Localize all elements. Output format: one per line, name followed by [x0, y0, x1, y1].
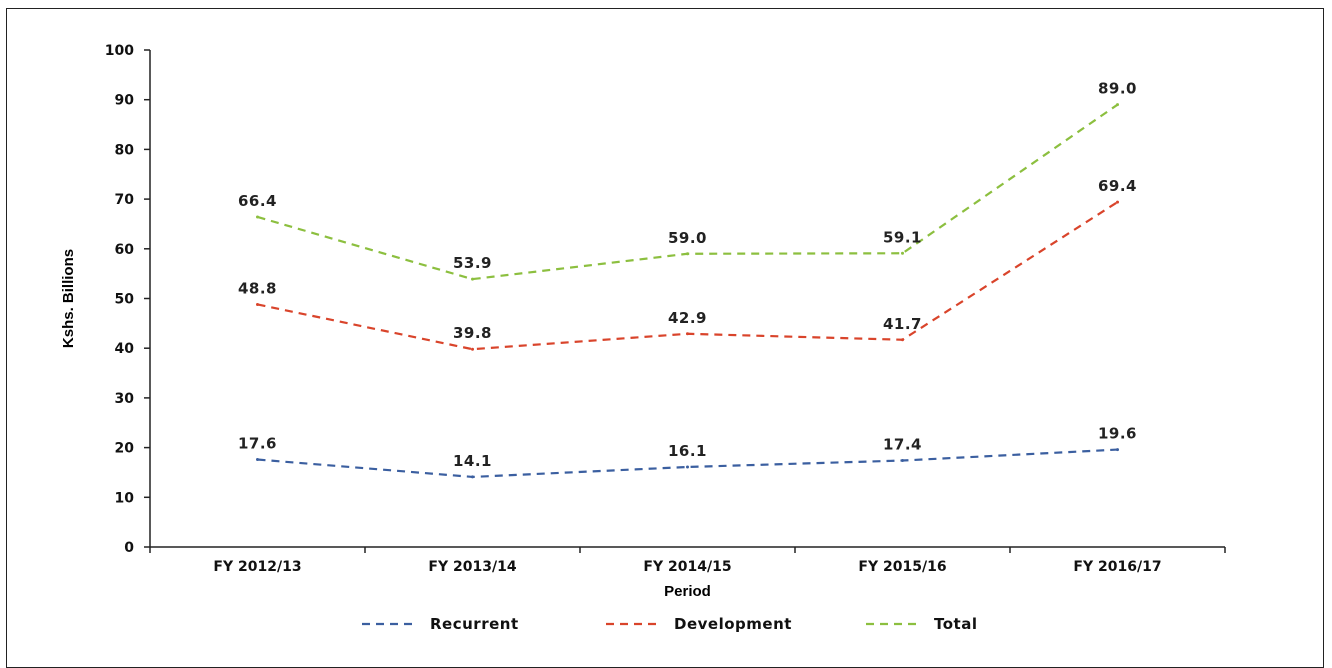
data-point-recurrent: [1116, 448, 1119, 452]
y-tick-label: 30: [115, 391, 135, 407]
y-tick-label: 0: [124, 540, 134, 556]
y-tick-label: 40: [115, 341, 135, 357]
data-point-total: [256, 215, 259, 219]
data-point-total: [686, 252, 689, 256]
y-tick-label: 70: [115, 192, 135, 208]
data-label-total: 59.0: [668, 229, 707, 247]
x-ticks: FY 2012/13 FY 2013/14 FY 2014/15 FY 2015/16…: [149, 547, 1226, 575]
data-label-development: 42.9: [668, 309, 707, 327]
y-tick-label: 10: [115, 490, 135, 506]
data-label-total: 53.9: [453, 254, 492, 272]
y-tick-label: 50: [115, 292, 135, 308]
x-tick-label: FY 2015/16: [858, 559, 946, 575]
data-point-total: [471, 277, 474, 281]
y-tick-label: 20: [115, 441, 135, 457]
data-point-recurrent: [471, 475, 474, 479]
data-point-recurrent: [256, 458, 259, 462]
data-label-total: 66.4: [238, 192, 277, 210]
data-label-recurrent: 17.6: [238, 435, 277, 453]
y-axis-title: Kshs. Billions: [60, 249, 77, 348]
data-label-recurrent: 16.1: [668, 442, 707, 460]
data-point-recurrent: [686, 465, 689, 469]
line-chart: 0 10 20 30 40 50 60 70 80 90 100 FY 2012/13 FY 2013…: [60, 43, 1226, 633]
x-tick-label: FY 2016/17: [1073, 559, 1161, 575]
data-label-development: 69.4: [1098, 177, 1137, 195]
legend-label-total: Total: [934, 615, 977, 633]
x-tick-label: FY 2014/15: [643, 559, 731, 575]
data-point-development: [686, 332, 689, 336]
data-label-development: 48.8: [238, 279, 277, 297]
data-label-recurrent: 19.6: [1098, 425, 1137, 443]
series-line-development: [257, 201, 1119, 351]
data-point-recurrent: [901, 459, 904, 463]
data-point-development: [901, 338, 904, 342]
y-tick-label: 90: [115, 93, 135, 109]
legend-label-development: Development: [674, 615, 792, 633]
x-tick-label: FY 2012/13: [213, 559, 301, 575]
series-line-recurrent: [257, 448, 1118, 479]
data-label-development: 39.8: [453, 324, 492, 342]
y-ticks: 0 10 20 30 40 50 60 70 80 90 100: [105, 43, 150, 556]
data-label-total: 59.1: [883, 228, 922, 246]
data-label-total: 89.0: [1098, 80, 1137, 98]
data-point-development: [471, 347, 474, 351]
data-point-total: [1116, 103, 1119, 107]
data-point-development: [1116, 200, 1119, 204]
y-tick-label: 100: [105, 43, 134, 59]
legend-label-recurrent: Recurrent: [430, 615, 519, 633]
data-point-development: [256, 302, 259, 306]
data-point-total: [901, 251, 904, 255]
x-tick-label: FY 2013/14: [428, 559, 516, 575]
data-label-development: 41.7: [883, 315, 922, 333]
axes: 0 10 20 30 40 50 60 70 80 90 100 FY 2012/13 FY 2013…: [105, 43, 1226, 575]
x-axis-title: Period: [664, 583, 711, 600]
data-labels: 17.6 14.1 16.1 17.4 19.6 48.8 39.8 42.9 41.7 69.4…: [238, 80, 1137, 470]
series-layer: [256, 103, 1119, 479]
data-label-recurrent: 14.1: [453, 452, 492, 470]
y-tick-label: 80: [115, 142, 135, 158]
legend: Recurrent Development Total: [362, 615, 977, 633]
data-label-recurrent: 17.4: [883, 436, 922, 454]
y-tick-label: 60: [115, 242, 135, 258]
